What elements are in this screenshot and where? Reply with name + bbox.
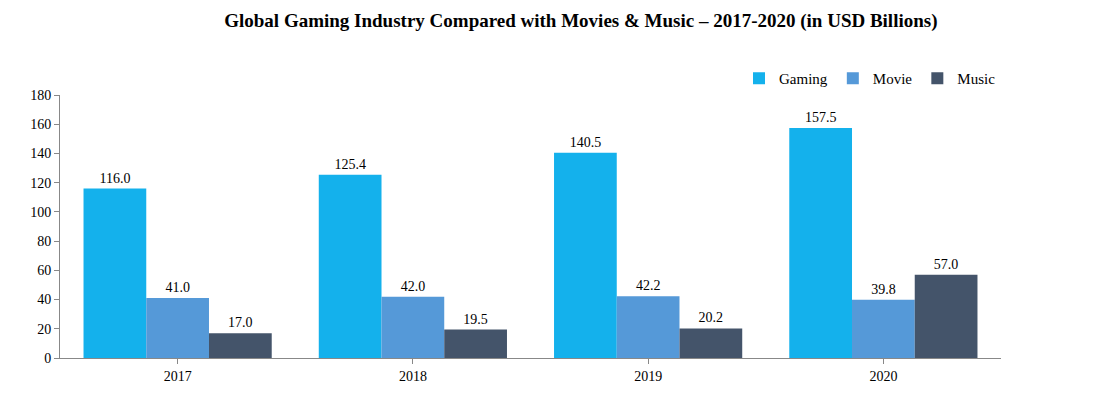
svg-text:2019: 2019	[634, 369, 662, 384]
svg-text:Gaming: Gaming	[779, 71, 828, 87]
svg-text:116.0: 116.0	[99, 171, 130, 186]
svg-text:60: 60	[37, 263, 51, 278]
svg-text:157.5: 157.5	[805, 110, 837, 125]
svg-text:20.2: 20.2	[699, 310, 724, 325]
svg-text:160: 160	[30, 117, 51, 132]
svg-text:40: 40	[37, 292, 51, 307]
svg-text:0: 0	[44, 351, 51, 366]
svg-text:Music: Music	[957, 71, 995, 87]
svg-text:2018: 2018	[399, 369, 427, 384]
svg-text:42.0: 42.0	[401, 279, 426, 294]
svg-text:120: 120	[30, 176, 51, 191]
svg-text:17.0: 17.0	[228, 315, 253, 330]
svg-text:140: 140	[30, 146, 51, 161]
svg-text:57.0: 57.0	[934, 257, 959, 272]
svg-text:20: 20	[37, 322, 51, 337]
svg-text:39.8: 39.8	[871, 282, 896, 297]
svg-text:140.5: 140.5	[570, 135, 602, 150]
svg-text:80: 80	[37, 234, 51, 249]
svg-text:180: 180	[30, 88, 51, 103]
svg-text:19.5: 19.5	[463, 312, 488, 327]
svg-text:41.0: 41.0	[165, 280, 190, 295]
svg-text:42.2: 42.2	[636, 278, 661, 293]
svg-text:2020: 2020	[869, 369, 897, 384]
svg-text:Global Gaming Industry Compare: Global Gaming Industry Compared with Mov…	[224, 10, 937, 32]
svg-text:Movie: Movie	[873, 71, 913, 87]
svg-text:100: 100	[30, 205, 51, 220]
svg-text:2017: 2017	[164, 369, 192, 384]
svg-text:125.4: 125.4	[334, 157, 366, 172]
